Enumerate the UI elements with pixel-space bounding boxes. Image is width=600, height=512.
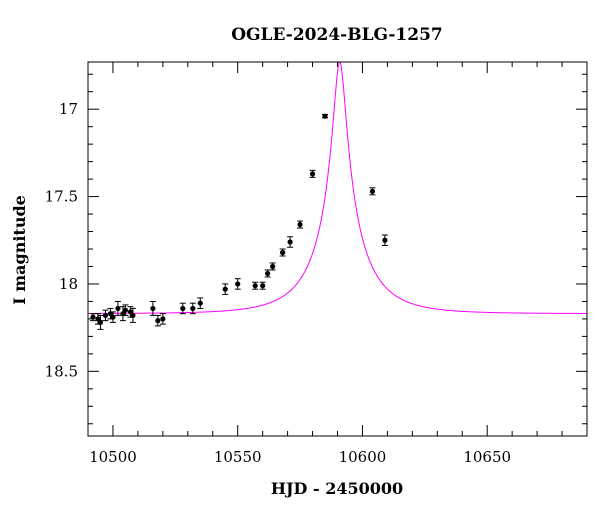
data-point [122,304,129,316]
y-axis-label: I magnitude [10,195,29,305]
model-curve-line [88,61,587,314]
data-point-marker [382,237,388,243]
data-point [369,187,376,196]
data-point-marker [309,171,316,177]
data-point [197,297,204,309]
data-point [222,283,229,295]
model-curve-layer [88,61,587,314]
data-point-marker [122,307,129,313]
data-point-marker [130,312,136,319]
data-point [234,278,241,290]
x-axis-label: HJD - 2450000 [271,479,403,498]
data-point-marker [222,286,228,292]
data-point-marker [155,318,161,324]
data-point-marker [235,281,241,287]
data-points-layer [89,113,388,330]
data-point [179,302,186,315]
data-point [322,113,329,119]
axis-ticks: 10500 10550 10600 10650 17 17.5 18 18.5 [45,62,588,466]
data-point-marker [287,239,293,245]
y-tick-label: 17 [59,100,78,118]
x-tick-label: 10600 [339,448,387,466]
y-tick-label: 17.5 [45,188,78,206]
data-point [129,307,136,323]
data-point-marker [369,188,376,194]
data-point [381,234,388,247]
data-point-marker [110,314,116,320]
plot-frame [87,61,588,437]
data-point [97,314,104,330]
data-point-marker [102,312,109,319]
data-point-marker [260,283,266,289]
data-point [154,314,161,327]
data-point [109,311,116,323]
data-point-marker [297,221,303,228]
y-tick-label: 18 [59,275,78,293]
data-point [279,248,286,257]
data-point [287,236,294,248]
chart-title: OGLE-2024-BLG-1257 [231,25,443,45]
data-point-marker [197,300,203,306]
x-tick-label: 10650 [463,448,511,466]
data-point [159,313,166,325]
data-point-marker [115,305,121,312]
x-tick-label: 10500 [89,448,137,466]
data-point-marker [265,270,271,277]
data-point-marker [270,263,276,270]
x-tick-label: 10550 [214,448,262,466]
data-point [102,309,109,322]
data-point-marker [180,305,186,312]
data-point [252,281,259,290]
data-point-marker [97,319,104,326]
data-point [259,281,266,290]
data-point-marker [90,314,96,320]
data-point [114,300,121,316]
y-tick-label: 18.5 [45,362,78,380]
data-point [309,169,316,178]
data-point [189,302,196,315]
data-point [269,262,276,271]
data-point-marker [190,305,196,312]
data-point-marker [160,316,166,322]
data-point-marker [150,305,156,312]
data-point-marker [252,283,258,289]
data-point-marker [322,113,328,119]
data-point-marker [280,249,286,256]
data-point [297,220,304,229]
